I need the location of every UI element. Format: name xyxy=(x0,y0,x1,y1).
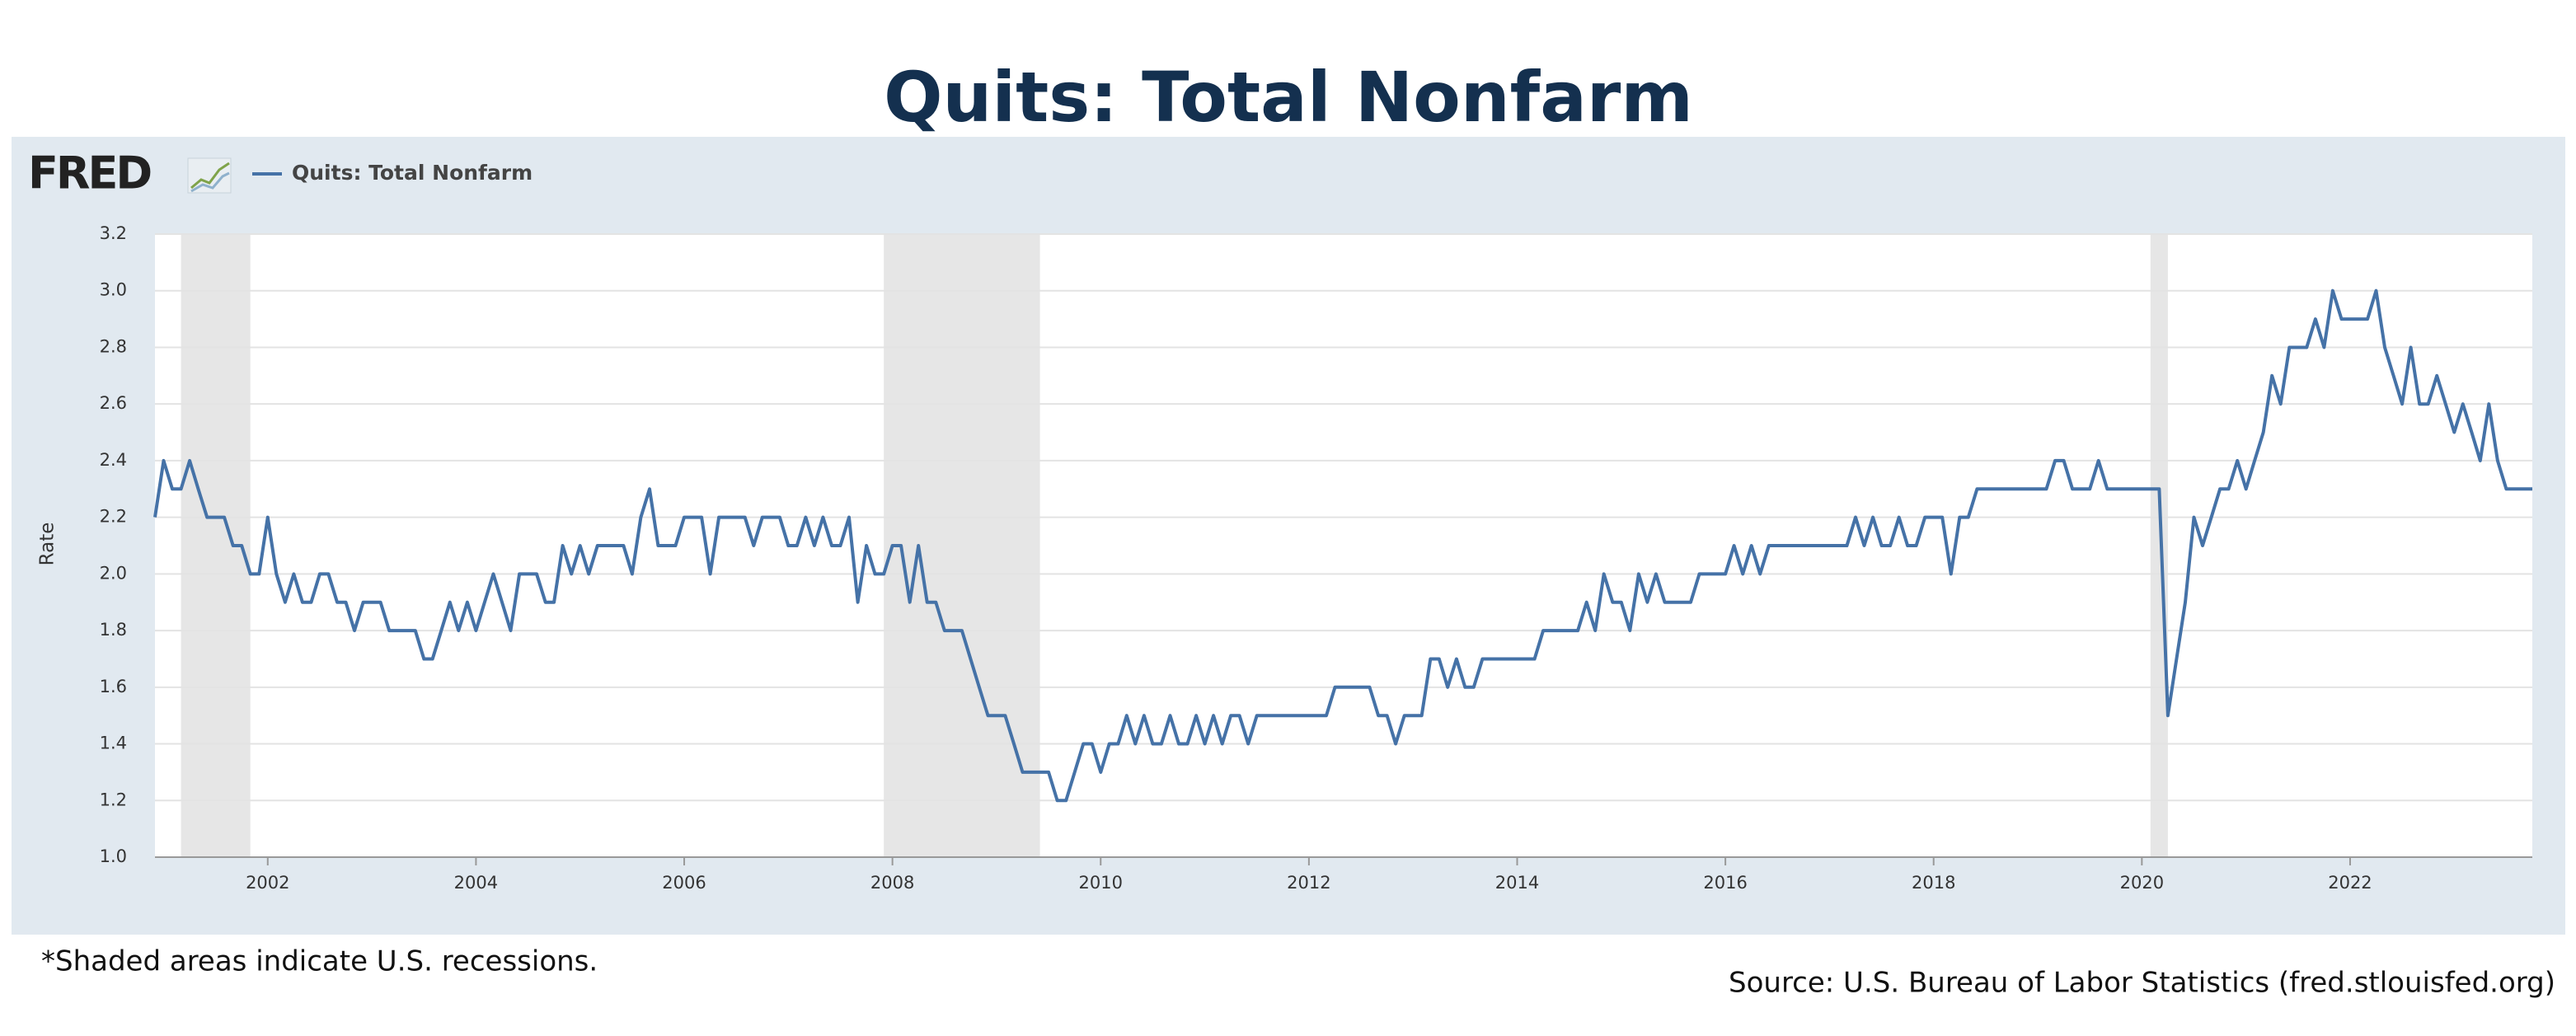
x-tick-label: 2022 xyxy=(2328,873,2372,893)
y-tick-label: 1.2 xyxy=(100,790,127,809)
x-tick-label: 2012 xyxy=(1287,873,1330,893)
plot: 1.0 1.2 1.4 1.6 1.8 2.0 2.2 2.4 2.6 2.8 3.0 3.2 2002… xyxy=(100,223,2532,893)
logo-icon xyxy=(187,157,232,194)
plot-area xyxy=(155,234,2532,857)
x-tick-label: 2016 xyxy=(1703,873,1747,893)
y-tick-label: 1.6 xyxy=(100,677,127,696)
x-tick-label: 2004 xyxy=(454,873,498,893)
y-tick-label: 2.4 xyxy=(100,450,127,470)
recession-band xyxy=(2150,234,2168,857)
y-tick-label: 1.8 xyxy=(100,620,127,640)
x-tick-label: 2018 xyxy=(1912,873,1955,893)
x-tick-label: 2008 xyxy=(870,873,914,893)
y-tick-label: 3.2 xyxy=(100,223,127,243)
x-tick-label: 2006 xyxy=(662,873,706,893)
chart-title: Quits: Total Nonfarm xyxy=(884,57,1693,138)
y-tick-label: 3.0 xyxy=(100,280,127,300)
legend-label: Quits: Total Nonfarm xyxy=(292,161,533,185)
logo: FRED xyxy=(28,148,150,199)
recession-band xyxy=(884,234,1040,857)
data-line xyxy=(153,288,2532,803)
source: Source: U.S. Bureau of Labor Statistics … xyxy=(1729,967,2555,1000)
y-tick-label: 2.0 xyxy=(100,563,127,583)
x-tick-label: 2014 xyxy=(1495,873,1539,893)
x-tick-label: 2002 xyxy=(246,873,289,893)
y-tick-label: 2.6 xyxy=(100,393,127,413)
footnote: *Shaded areas indicate U.S. recessions. xyxy=(41,945,598,978)
x-tick-label: 2020 xyxy=(2120,873,2164,893)
y-tick-label: 2.8 xyxy=(100,336,127,356)
x-tick-label: 2010 xyxy=(1079,873,1123,893)
y-tick-label: 2.2 xyxy=(100,507,127,527)
y-axis-label: Rate xyxy=(37,523,59,566)
y-tick-label: 1.4 xyxy=(100,734,127,753)
y-tick-label: 1.0 xyxy=(100,846,127,866)
